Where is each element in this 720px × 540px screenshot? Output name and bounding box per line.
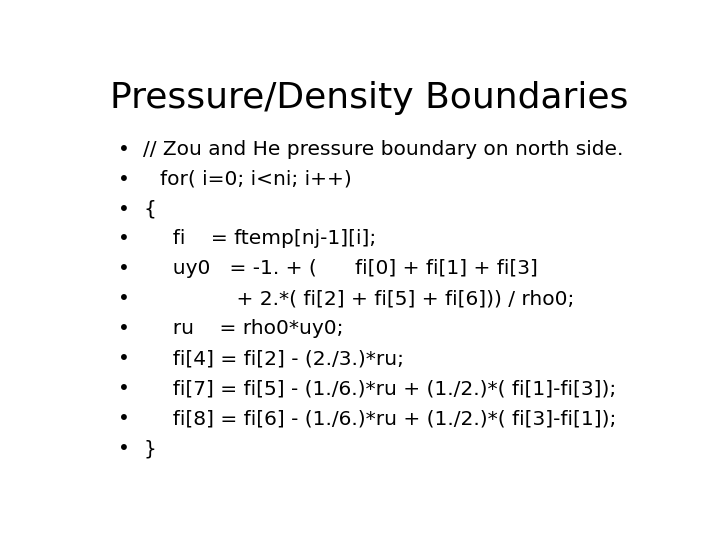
Text: •: •: [118, 289, 130, 308]
Text: Pressure/Density Boundaries: Pressure/Density Boundaries: [110, 82, 628, 116]
Text: •: •: [118, 230, 130, 248]
Text: fi    = ftemp[nj-1][i];: fi = ftemp[nj-1][i];: [160, 230, 376, 248]
Text: fi[4] = fi[2] - (2./3.)*ru;: fi[4] = fi[2] - (2./3.)*ru;: [160, 349, 404, 368]
Text: •: •: [118, 379, 130, 398]
Text: + 2.*( fi[2] + fi[5] + fi[6])) / rho0;: + 2.*( fi[2] + fi[5] + fi[6])) / rho0;: [160, 289, 574, 308]
Text: •: •: [118, 349, 130, 368]
Text: for( i=0; i<ni; i++): for( i=0; i<ni; i++): [160, 170, 351, 188]
Text: •: •: [118, 170, 130, 188]
Text: uy0   = -1. + (      fi[0] + fi[1] + fi[3]: uy0 = -1. + ( fi[0] + fi[1] + fi[3]: [160, 259, 538, 279]
Text: fi[7] = fi[5] - (1./6.)*ru + (1./2.)*( fi[1]-fi[3]);: fi[7] = fi[5] - (1./6.)*ru + (1./2.)*( f…: [160, 379, 616, 398]
Text: }: }: [143, 439, 156, 458]
Text: •: •: [118, 259, 130, 279]
Text: // Zou and He pressure boundary on north side.: // Zou and He pressure boundary on north…: [143, 140, 624, 159]
Text: •: •: [118, 439, 130, 458]
Text: fi[8] = fi[6] - (1./6.)*ru + (1./2.)*( fi[3]-fi[1]);: fi[8] = fi[6] - (1./6.)*ru + (1./2.)*( f…: [160, 409, 616, 428]
Text: {: {: [143, 199, 156, 219]
Text: •: •: [118, 409, 130, 428]
Text: •: •: [118, 140, 130, 159]
Text: •: •: [118, 319, 130, 338]
Text: ru    = rho0*uy0;: ru = rho0*uy0;: [160, 319, 343, 338]
Text: •: •: [118, 199, 130, 219]
